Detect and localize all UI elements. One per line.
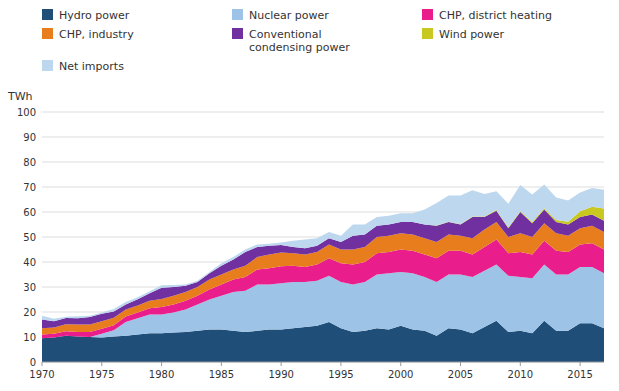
legend-swatch <box>42 9 53 20</box>
x-tick-label: 1980 <box>149 369 174 380</box>
legend-swatch <box>232 28 243 39</box>
chart: Hydro power Nuclear power CHP, district he… <box>0 0 619 391</box>
legend-swatch <box>42 60 53 71</box>
legend-swatch <box>42 28 53 39</box>
x-tick <box>460 362 461 366</box>
x-tick-label: 2005 <box>448 369 473 380</box>
legend-item: Hydro power <box>42 9 130 22</box>
grid <box>42 112 604 362</box>
x-axis-line <box>42 362 604 363</box>
legend: Hydro power Nuclear power CHP, district he… <box>42 9 552 73</box>
legend-swatch <box>422 9 433 20</box>
x-tick-label: 1990 <box>268 369 293 380</box>
y-tick-label: 30 <box>23 282 36 293</box>
x-tick-label: 1970 <box>29 369 54 380</box>
y-tick-label: 10 <box>23 332 36 343</box>
areas <box>42 185 604 363</box>
legend-label: CHP, district heating <box>439 9 552 22</box>
y-tick-label: 80 <box>23 157 36 168</box>
x-tick <box>221 362 222 366</box>
x-tick-label: 2000 <box>388 369 413 380</box>
legend-swatch <box>232 9 243 20</box>
x-tick-label: 1975 <box>89 369 114 380</box>
grid-line <box>42 362 604 363</box>
y-tick-label: 90 <box>23 132 36 143</box>
y-tick-label: 0 <box>30 357 36 368</box>
legend-label: Wind power <box>439 28 505 41</box>
y-axis: 0 10 20 30 40 50 60 70 80 90 100 <box>17 107 36 368</box>
x-tick-label: 1985 <box>209 369 234 380</box>
x-tick <box>400 362 401 366</box>
grid-line <box>42 162 604 163</box>
y-tick-label: 20 <box>23 307 36 318</box>
legend-item: Wind power <box>422 28 505 41</box>
x-tick <box>281 362 282 366</box>
grid-line <box>42 137 604 138</box>
legend-item: CHP, district heating <box>422 9 552 22</box>
y-axis-label: TWh <box>7 90 33 103</box>
x-axis: 1970 1975 1980 1985 1990 1995 2000 2005 2010 2015 <box>29 362 604 380</box>
legend-item: Nuclear power <box>232 9 329 22</box>
legend-item: Conventionalcondensing power <box>232 28 350 54</box>
x-tick <box>161 362 162 366</box>
area <box>42 210 604 329</box>
legend-item: Net imports <box>42 60 124 73</box>
y-tick-label: 100 <box>17 107 36 118</box>
x-tick <box>340 362 341 366</box>
legend-label: Nuclear power <box>249 9 329 22</box>
y-tick-label: 60 <box>23 207 36 218</box>
legend-label: Conventionalcondensing power <box>249 28 350 54</box>
x-tick-label: 2010 <box>508 369 533 380</box>
legend-label: Hydro power <box>59 9 130 22</box>
grid-line <box>42 112 604 113</box>
x-tick <box>580 362 581 366</box>
x-tick <box>520 362 521 366</box>
area <box>42 185 604 322</box>
x-tick-label: 1995 <box>328 369 353 380</box>
x-tick-label: 2015 <box>567 369 592 380</box>
legend-label: Net imports <box>59 60 124 73</box>
y-tick-label: 50 <box>23 232 36 243</box>
x-tick <box>42 362 43 366</box>
legend-swatch <box>422 28 433 39</box>
x-tick <box>101 362 102 366</box>
legend-item: CHP, industry <box>42 28 134 41</box>
y-tick-label: 70 <box>23 182 36 193</box>
legend-label: CHP, industry <box>59 28 134 41</box>
y-tick-label: 40 <box>23 257 36 268</box>
